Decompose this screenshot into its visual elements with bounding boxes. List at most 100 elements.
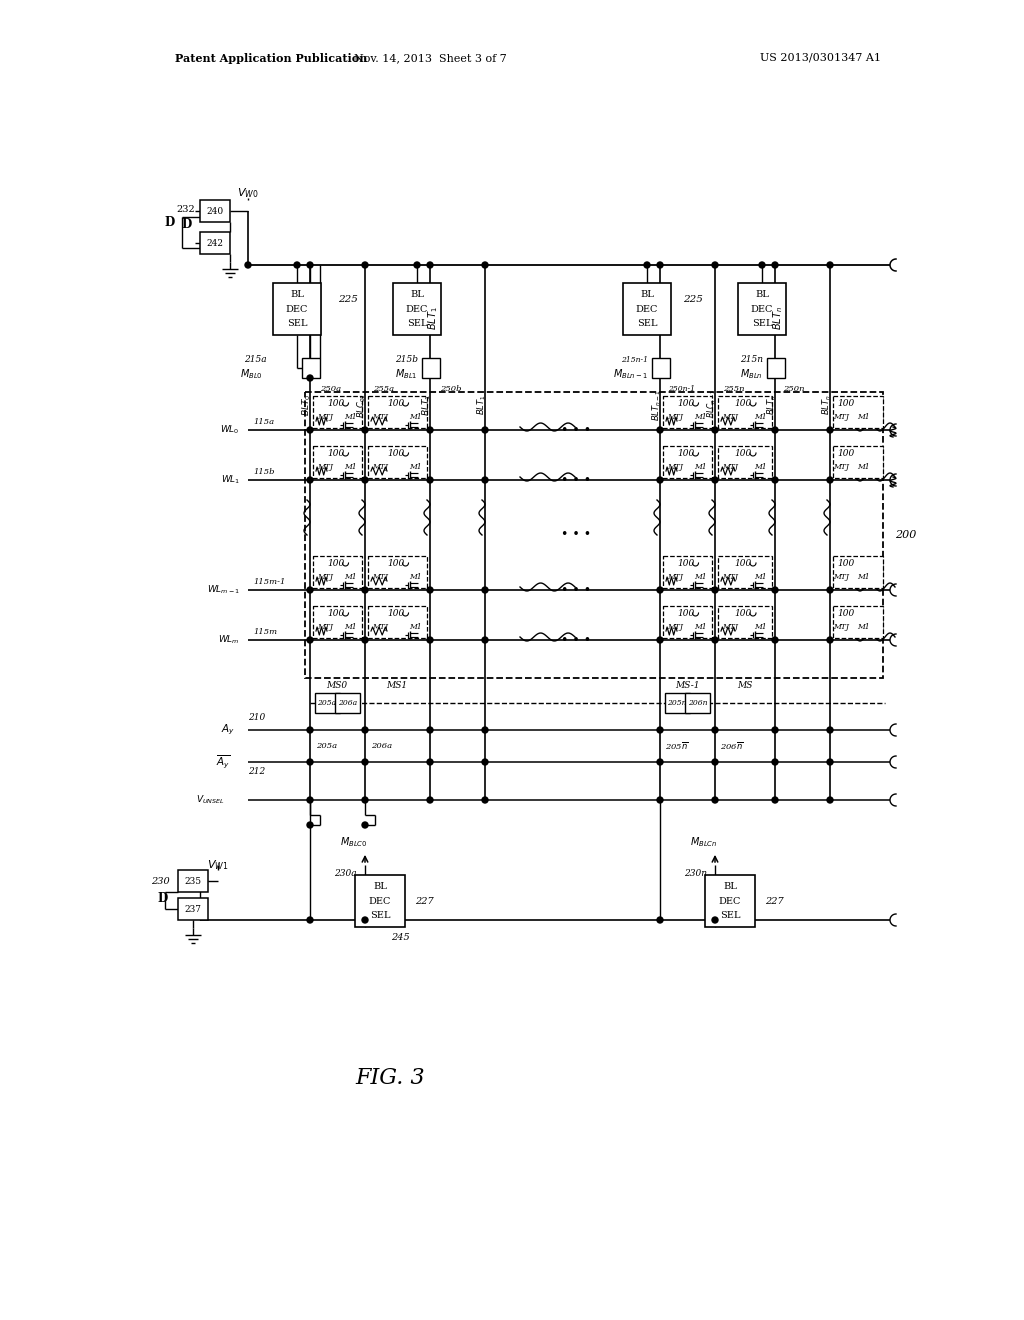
Text: MS-1: MS-1	[675, 681, 699, 689]
Text: SEL: SEL	[287, 319, 307, 329]
Text: 100: 100	[838, 558, 855, 568]
Text: $WL_m$: $WL_m$	[218, 634, 240, 647]
Text: 227: 227	[765, 896, 783, 906]
Circle shape	[827, 261, 833, 268]
Text: 237: 237	[184, 904, 202, 913]
Text: M1: M1	[409, 463, 421, 471]
Text: Nov. 14, 2013  Sheet 3 of 7: Nov. 14, 2013 Sheet 3 of 7	[353, 53, 507, 63]
Circle shape	[482, 797, 488, 803]
Text: M1: M1	[693, 623, 707, 631]
Circle shape	[657, 797, 663, 803]
Text: MTJ: MTJ	[317, 413, 333, 421]
Text: 215n-1: 215n-1	[621, 356, 648, 364]
Bar	[315, 693, 340, 713]
Bar	[273, 282, 321, 335]
Circle shape	[657, 261, 663, 268]
Text: BL: BL	[373, 882, 387, 891]
Circle shape	[482, 759, 488, 766]
Text: MTJ: MTJ	[317, 463, 333, 471]
Text: MTJ: MTJ	[667, 623, 683, 631]
Bar	[718, 606, 772, 638]
Circle shape	[772, 261, 778, 268]
Circle shape	[657, 917, 663, 923]
Text: 206n: 206n	[688, 700, 708, 708]
Text: 100: 100	[838, 609, 855, 618]
Circle shape	[712, 426, 718, 433]
Text: BL: BL	[755, 290, 769, 298]
Bar	[393, 282, 441, 335]
Text: $BLT_n$: $BLT_n$	[766, 395, 778, 416]
Bar	[663, 556, 712, 587]
Text: 100: 100	[327, 609, 344, 618]
Text: 212: 212	[248, 767, 265, 776]
Text: 100: 100	[734, 449, 752, 458]
Circle shape	[827, 426, 833, 433]
Circle shape	[427, 727, 433, 733]
Text: $WL_{m-1}$: $WL_{m-1}$	[207, 583, 240, 597]
Bar	[313, 396, 362, 428]
Circle shape	[712, 261, 718, 268]
Text: MTJ: MTJ	[372, 413, 388, 421]
Text: 227: 227	[415, 896, 434, 906]
Text: $V_{W0}$: $V_{W0}$	[238, 186, 259, 199]
Circle shape	[362, 261, 368, 268]
Circle shape	[657, 477, 663, 483]
Circle shape	[772, 587, 778, 593]
Circle shape	[657, 759, 663, 766]
Circle shape	[482, 261, 488, 268]
Text: $WL_0$: $WL_0$	[220, 424, 240, 436]
Text: MTJ: MTJ	[372, 573, 388, 581]
Circle shape	[712, 797, 718, 803]
Text: 100: 100	[677, 558, 694, 568]
Text: DEC: DEC	[369, 896, 391, 906]
Bar	[368, 396, 427, 428]
Circle shape	[427, 759, 433, 766]
Text: $BLT_n$: $BLT_n$	[821, 395, 834, 416]
Bar	[652, 358, 670, 378]
Text: 100: 100	[734, 399, 752, 408]
Text: SEL: SEL	[637, 319, 657, 329]
Bar	[313, 606, 362, 638]
Text: 225: 225	[338, 296, 358, 305]
Text: 215n: 215n	[740, 355, 763, 364]
Bar	[623, 282, 671, 335]
Text: MTJ: MTJ	[834, 573, 849, 581]
Bar	[718, 446, 772, 478]
Circle shape	[772, 797, 778, 803]
Text: 100: 100	[327, 558, 344, 568]
Circle shape	[712, 917, 718, 923]
Text: DEC: DEC	[719, 896, 741, 906]
Text: M1: M1	[693, 413, 707, 421]
Text: 206a: 206a	[372, 742, 392, 750]
Bar	[718, 396, 772, 428]
Text: D: D	[165, 215, 175, 228]
Circle shape	[827, 759, 833, 766]
Text: $M_{BLC0}$: $M_{BLC0}$	[340, 836, 368, 849]
Text: M1: M1	[857, 573, 869, 581]
Bar	[368, 606, 427, 638]
Circle shape	[712, 587, 718, 593]
Text: SEL: SEL	[752, 319, 772, 329]
Text: DEC: DEC	[286, 305, 308, 314]
Text: $M_{BLn}$: $M_{BLn}$	[740, 367, 763, 381]
Text: 100: 100	[387, 399, 404, 408]
Bar	[833, 396, 883, 428]
Text: 235: 235	[184, 876, 202, 886]
Circle shape	[427, 261, 433, 268]
Text: 245: 245	[390, 933, 410, 942]
Text: MTJ: MTJ	[722, 573, 738, 581]
Text: 205a: 205a	[316, 742, 338, 750]
Text: 206$\overline{n}$: 206$\overline{n}$	[720, 741, 743, 752]
Circle shape	[482, 638, 488, 643]
Bar	[705, 875, 755, 927]
Circle shape	[827, 797, 833, 803]
Circle shape	[362, 477, 368, 483]
Circle shape	[644, 261, 650, 268]
Bar	[685, 693, 710, 713]
Bar	[178, 870, 208, 892]
Text: M1: M1	[344, 623, 356, 631]
Circle shape	[772, 759, 778, 766]
Circle shape	[307, 822, 313, 828]
Bar	[302, 358, 319, 378]
Text: FIG. 3: FIG. 3	[355, 1067, 425, 1089]
